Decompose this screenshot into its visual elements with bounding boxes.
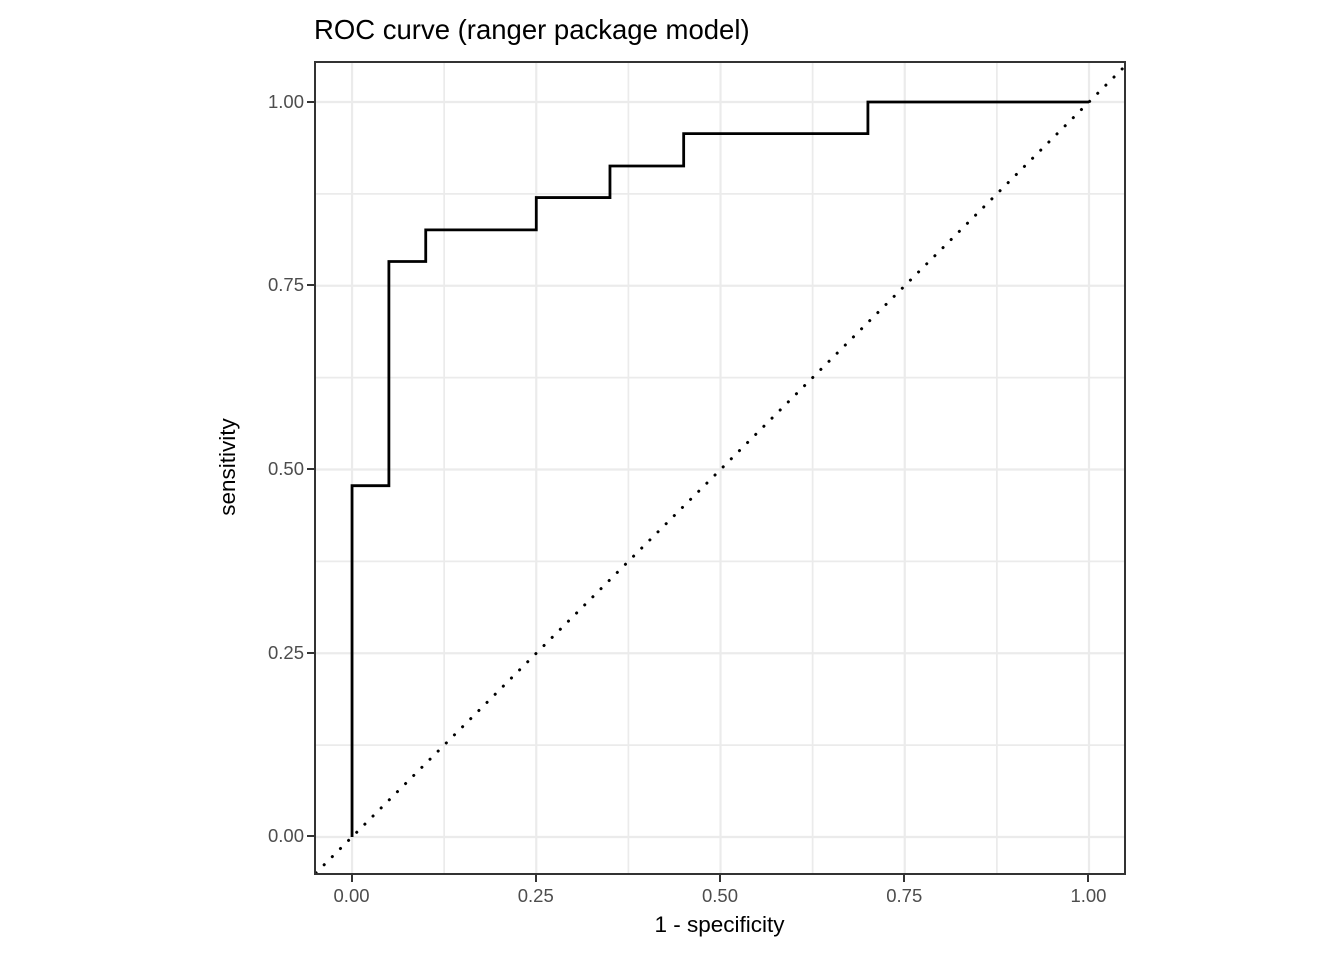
x-tick-label: 1.00 xyxy=(1070,885,1107,906)
plot-title: ROC curve (ranger package model) xyxy=(314,14,750,45)
roc-step-curve xyxy=(350,100,1089,837)
y-axis-title-text: sensitivity xyxy=(215,418,240,516)
x-tick-mark xyxy=(903,874,906,882)
x-tick-mark xyxy=(719,874,722,882)
y-tick-label: 0.00 xyxy=(267,825,304,847)
y-tick-label: 0.75 xyxy=(267,274,304,296)
y-tick-label: 0.25 xyxy=(267,641,304,663)
y-tick-mark xyxy=(306,651,314,654)
y-tick-mark xyxy=(306,100,314,103)
y-tick-mark xyxy=(306,284,314,287)
roc-chart xyxy=(315,62,1124,873)
x-tick-mark xyxy=(534,874,537,882)
y-tick-mark xyxy=(306,835,314,838)
y-tick-mark xyxy=(306,468,314,470)
x-tick-label: 0.75 xyxy=(886,885,923,906)
y-tick-label: 0.50 xyxy=(267,458,304,479)
x-tick-mark xyxy=(1087,874,1090,882)
plot-panel xyxy=(313,60,1126,875)
x-tick-label: 0.50 xyxy=(702,885,739,906)
x-axis-title: 1 - specificity xyxy=(654,912,785,937)
x-tick-mark xyxy=(350,874,353,882)
x-tick-label: 0.00 xyxy=(333,885,370,906)
y-tick-label: 1.00 xyxy=(267,90,304,112)
x-tick-label: 0.25 xyxy=(517,885,554,906)
